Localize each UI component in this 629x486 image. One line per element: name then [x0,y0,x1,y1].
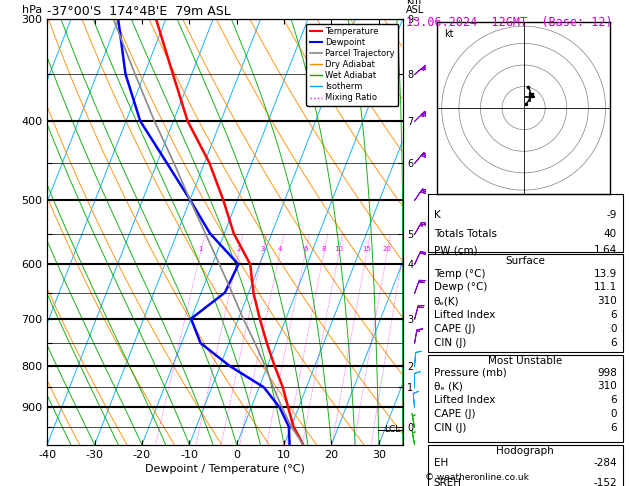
Text: Pressure (mb): Pressure (mb) [433,368,506,378]
Text: CAPE (J): CAPE (J) [433,324,475,334]
Text: CIN (J): CIN (J) [433,338,466,347]
Text: Temp (°C): Temp (°C) [433,269,485,279]
Text: LCL: LCL [384,425,400,434]
Text: 3: 3 [260,246,265,252]
Text: 40: 40 [604,229,617,239]
Text: θₑ (K): θₑ (K) [433,382,462,391]
Text: 6: 6 [303,246,308,252]
Text: Most Unstable: Most Unstable [488,356,562,366]
Text: 4: 4 [278,246,282,252]
Text: 0: 0 [610,324,617,334]
Text: EH: EH [433,458,448,469]
Text: Dewp (°C): Dewp (°C) [433,282,487,293]
Text: 6: 6 [610,395,617,405]
Text: 8: 8 [322,246,326,252]
Text: 6: 6 [610,338,617,347]
Legend: Temperature, Dewpoint, Parcel Trajectory, Dry Adiabat, Wet Adiabat, Isotherm, Mi: Temperature, Dewpoint, Parcel Trajectory… [306,24,398,106]
Text: -152: -152 [593,478,617,486]
X-axis label: Dewpoint / Temperature (°C): Dewpoint / Temperature (°C) [145,464,305,474]
Text: 1: 1 [199,246,203,252]
Text: Lifted Index: Lifted Index [433,310,495,320]
Text: 11.1: 11.1 [594,282,617,293]
Text: 2: 2 [237,246,241,252]
Text: 998: 998 [597,368,617,378]
Text: Hodograph: Hodograph [496,446,554,456]
Text: 15: 15 [362,246,371,252]
Text: 6: 6 [610,310,617,320]
Text: 10: 10 [335,246,343,252]
Text: kt: kt [444,29,454,39]
Text: © weatheronline.co.uk: © weatheronline.co.uk [425,473,528,482]
Text: Totals Totals: Totals Totals [433,229,496,239]
Text: Lifted Index: Lifted Index [433,395,495,405]
Text: -37°00'S  174°4B'E  79m ASL: -37°00'S 174°4B'E 79m ASL [47,5,231,18]
Text: 310: 310 [597,382,617,391]
Text: 1.64: 1.64 [594,245,617,255]
Text: hPa: hPa [22,5,43,15]
Text: km
ASL: km ASL [406,0,425,15]
Text: CAPE (J): CAPE (J) [433,409,475,419]
Text: -9: -9 [606,210,617,220]
Text: 13.9: 13.9 [594,269,617,279]
Text: 20: 20 [382,246,392,252]
Text: θₑ(K): θₑ(K) [433,296,459,306]
Text: Surface: Surface [505,256,545,266]
Text: PW (cm): PW (cm) [433,245,477,255]
Text: SREH: SREH [433,478,462,486]
Text: K: K [433,210,440,220]
Text: 310: 310 [597,296,617,306]
Text: 13.06.2024  12GMT  (Base: 12): 13.06.2024 12GMT (Base: 12) [406,16,612,29]
Text: 6: 6 [610,423,617,433]
Text: -284: -284 [593,458,617,469]
Text: CIN (J): CIN (J) [433,423,466,433]
Text: 0: 0 [610,409,617,419]
